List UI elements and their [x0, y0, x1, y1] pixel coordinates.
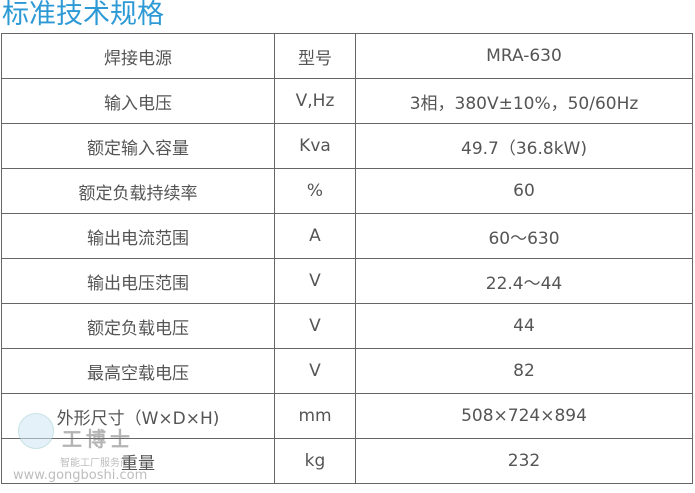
- table-row: 焊接电源 型号 MRA-630: [1, 33, 693, 79]
- spec-unit: A: [274, 213, 356, 259]
- table-row: 最高空载电压 V 82: [1, 348, 693, 394]
- table-row: 外形尺寸（W×D×H) mm 508×724×894: [1, 393, 693, 439]
- table-row: 输出电流范围 A 60～630: [1, 213, 693, 259]
- spec-table: 焊接电源 型号 MRA-630 输入电压 V,Hz 3相，380V±10%，50/60Hz…: [1, 33, 693, 484]
- spec-name: 额定负载电压: [1, 303, 275, 349]
- spec-value: 44: [355, 303, 693, 349]
- spec-name: 焊接电源: [1, 33, 275, 79]
- spec-name: 额定负载持续率: [1, 168, 275, 214]
- spec-unit: mm: [274, 393, 356, 439]
- spec-unit: %: [274, 168, 356, 214]
- spec-name: 输入电压: [1, 78, 275, 124]
- table-row: 输出电压范围 V 22.4～44: [1, 258, 693, 304]
- spec-value: 508×724×894: [355, 393, 693, 439]
- spec-value: 232: [355, 438, 693, 484]
- spec-unit: V: [274, 348, 356, 394]
- page-title: 标准技术规格: [2, 0, 164, 30]
- spec-unit: 型号: [274, 33, 356, 79]
- spec-unit: kg: [274, 438, 356, 484]
- spec-unit: V: [274, 258, 356, 304]
- spec-value: MRA-630: [355, 33, 693, 79]
- spec-value: 60: [355, 168, 693, 214]
- spec-name: 重量: [1, 438, 275, 484]
- spec-name: 外形尺寸（W×D×H): [1, 393, 275, 439]
- spec-value: 3相，380V±10%，50/60Hz: [355, 78, 693, 124]
- table-row: 额定负载持续率% 60: [1, 168, 693, 214]
- spec-unit: V: [274, 303, 356, 349]
- spec-unit: Kva: [274, 123, 356, 169]
- spec-value: 49.7（36.8kW): [355, 123, 693, 169]
- spec-name: 最高空载电压: [1, 348, 275, 394]
- spec-name: 额定输入容量: [1, 123, 275, 169]
- table-row: 重量 kg 232: [1, 438, 693, 484]
- table-row: 额定输入容量 Kva 49.7（36.8kW): [1, 123, 693, 169]
- spec-value: 22.4～44: [355, 258, 693, 304]
- spec-name: 输出电流范围: [1, 213, 275, 259]
- table-row: 输入电压 V,Hz 3相，380V±10%，50/60Hz: [1, 78, 693, 124]
- spec-unit: V,Hz: [274, 78, 356, 124]
- spec-value: 60～630: [355, 213, 693, 259]
- spec-name: 输出电压范围: [1, 258, 275, 304]
- table-row: 额定负载电压 V 44: [1, 303, 693, 349]
- spec-value: 82: [355, 348, 693, 394]
